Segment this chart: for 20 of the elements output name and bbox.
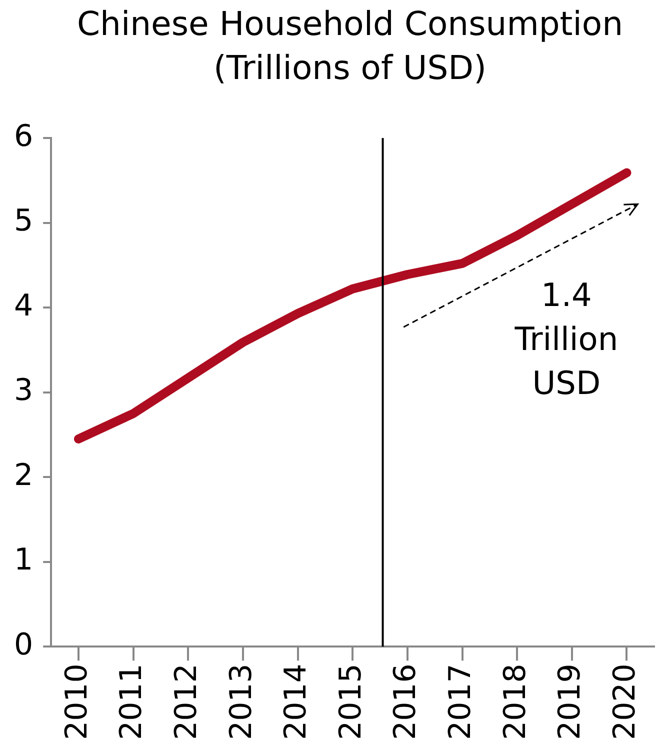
y-tick-label: 1 (14, 542, 34, 578)
y-tick-label: 4 (14, 288, 34, 324)
y-tick-label: 3 (14, 373, 34, 408)
y-tick-label: 0 (14, 627, 34, 662)
x-tick-label: 2015 (333, 664, 368, 740)
chart-title: Chinese Household Consumption (Trillions of USD) (76, 3, 624, 89)
x-tick-label: 2011 (114, 664, 150, 740)
x-tick-label: 2016 (388, 664, 424, 740)
x-tick-label: 2014 (278, 664, 314, 740)
x-tick-label: 2017 (443, 664, 478, 740)
x-tick-label: 2010 (59, 664, 94, 740)
x-tick-label: 2013 (224, 664, 259, 740)
y-tick-label: 6 (14, 118, 34, 154)
x-tick-label: 2012 (168, 664, 204, 740)
annotation: 1.4 Trillion USD (514, 276, 618, 402)
y-tick-label: 5 (14, 204, 34, 239)
x-tick-label: 2018 (498, 664, 533, 740)
y-tick-label: 2 (14, 458, 34, 493)
x-tick-label: 2019 (552, 664, 588, 740)
x-tick-label: 2020 (608, 664, 643, 740)
